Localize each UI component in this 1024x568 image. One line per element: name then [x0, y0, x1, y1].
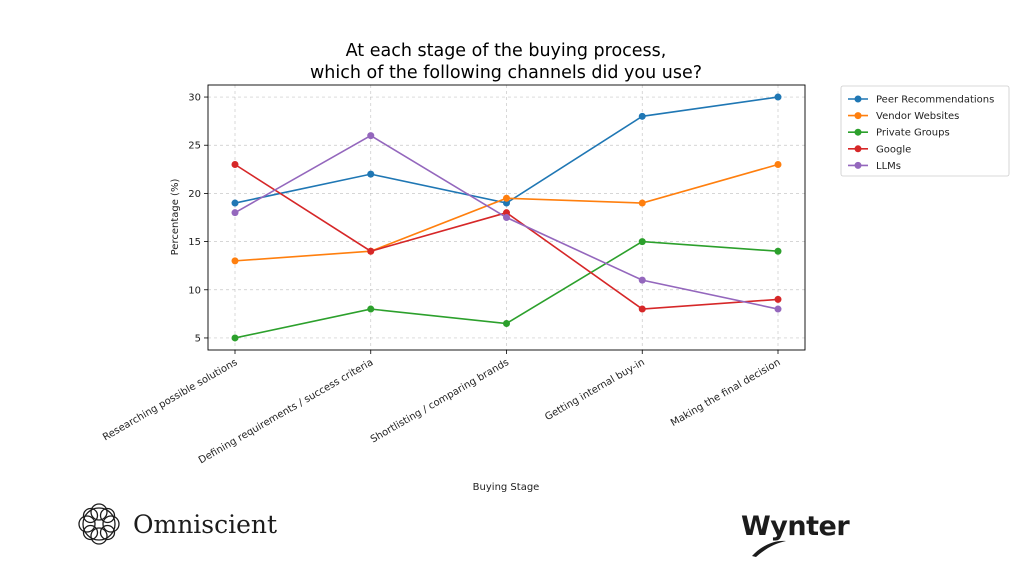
data-point: [367, 305, 375, 313]
series-group: [231, 93, 782, 342]
wynter-wordmark: Wynter: [741, 511, 850, 542]
data-point: [231, 334, 239, 342]
legend-label-0: Peer Recommendations: [876, 95, 994, 106]
y-axis-label: Percentage (%): [170, 179, 181, 256]
legend-marker-1: [854, 112, 862, 120]
y-tick-label: 25: [188, 141, 201, 152]
omniscient-knot-icon: [78, 503, 120, 545]
data-point: [503, 199, 510, 207]
data-point: [367, 170, 375, 178]
legend-label-2: Private Groups: [876, 128, 950, 139]
data-point: [638, 276, 646, 284]
legend: Peer Recommendations Vendor Websites Priva…: [840, 85, 1010, 177]
x-tick-label: Getting internal buy-in: [543, 357, 646, 423]
data-point: [231, 257, 239, 265]
wynter-logo: Wynter: [741, 511, 851, 557]
y-tick-label: 5: [195, 333, 201, 344]
data-point: [367, 247, 375, 255]
chart-title-line-1: At each stage of the buying process,: [346, 41, 667, 61]
y-tick-label: 15: [188, 237, 201, 248]
data-point: [774, 305, 782, 313]
x-tick-label: Making the final decision: [669, 357, 783, 429]
data-point: [774, 161, 782, 168]
data-point: [638, 238, 646, 246]
legend-label-3: Google: [876, 144, 911, 155]
data-point: [638, 305, 646, 313]
x-tick-label: Researching possible solutions: [101, 357, 239, 443]
legend-marker-3: [854, 145, 862, 153]
data-point: [503, 194, 510, 202]
chart-title-line-2: which of the following channels did you …: [310, 63, 702, 83]
y-tick-label: 30: [188, 93, 201, 104]
data-point: [503, 209, 510, 217]
x-tick-label: Shortlisting / comparing brands: [369, 357, 511, 445]
data-point: [774, 247, 782, 255]
data-point: [638, 199, 646, 207]
legend-box: [840, 85, 1010, 177]
legend-marker-2: [854, 128, 862, 136]
y-tick-label: 20: [188, 189, 201, 200]
omniscient-wordmark: Omniscient: [133, 510, 277, 539]
data-point: [231, 209, 239, 217]
data-point: [367, 132, 375, 140]
legend-marker-4: [854, 161, 862, 169]
y-tick-label: 10: [188, 285, 201, 296]
legend-label-4: LLMs: [876, 161, 901, 172]
data-point: [503, 214, 510, 221]
omniscient-logo: Omniscient: [78, 503, 277, 545]
data-point: [638, 112, 646, 120]
data-point: [231, 199, 239, 207]
wynter-swoosh-icon: [752, 540, 786, 557]
data-point: [503, 320, 510, 327]
data-point: [231, 161, 239, 168]
y-axis-ticks: 5 10 15 20 25 30: [188, 93, 208, 344]
x-axis-label: Buying Stage: [473, 482, 540, 493]
legend-marker-0: [854, 95, 862, 103]
data-point: [774, 93, 782, 101]
data-point: [774, 295, 782, 303]
legend-label-1: Vendor Websites: [876, 111, 959, 122]
